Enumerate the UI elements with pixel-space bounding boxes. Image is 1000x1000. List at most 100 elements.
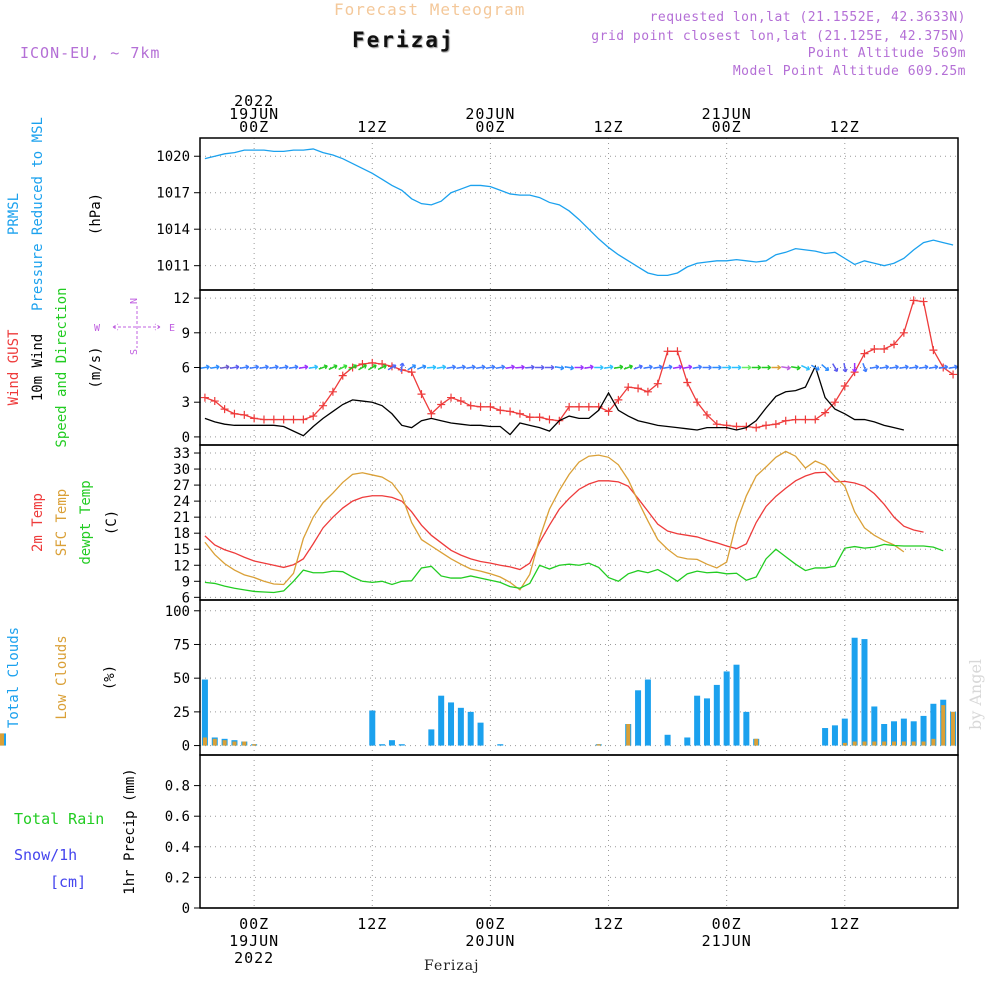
top-time-label: 00Z (475, 118, 505, 136)
wind-arrow-head (678, 364, 683, 370)
clouds-bar (644, 679, 651, 746)
compass-south: S (129, 349, 140, 355)
pressure-ytick-label: 1011 (156, 259, 190, 275)
top-time-label: 21JUN (702, 105, 752, 123)
wind-arrow-head (442, 364, 447, 370)
temperature-ytick-label: 33 (173, 446, 190, 462)
clouds-bar (872, 741, 877, 746)
clouds-bar (242, 741, 247, 746)
footer-location: Ferizaj (424, 958, 480, 974)
wind-gust-marker (535, 413, 544, 422)
top-time-label: 20JUN (465, 105, 515, 123)
clouds-bar (448, 702, 455, 746)
wind-direction-arrow (436, 365, 446, 370)
wind-direction-arrow (643, 365, 653, 370)
temperature-ytick-label: 6 (182, 590, 190, 606)
temperature-ytick-label: 24 (173, 494, 190, 510)
precip-panel-frame (199, 754, 959, 909)
wind-arrow-head (471, 364, 476, 370)
wind-arrow-head (521, 364, 525, 370)
clouds-bar (842, 742, 847, 746)
wind-gust-marker (663, 347, 672, 356)
wind-direction-arrow (466, 365, 476, 370)
clouds-bar (684, 737, 691, 746)
wind-arrow-head (688, 364, 693, 370)
wind-arrow-head (245, 364, 250, 370)
clouds-bar (467, 711, 474, 746)
clouds-axis-label: (%) (102, 665, 118, 690)
wind-gust-marker (712, 420, 721, 429)
wind-ytick-label: 0 (182, 430, 190, 446)
temperature-axis-label: SFC Temp (54, 489, 70, 556)
wind-gust-marker (200, 393, 209, 402)
clouds-bar (497, 744, 504, 746)
clouds-ytick-label: 100 (165, 604, 190, 620)
wind-arrow-head (274, 364, 279, 370)
wind-gust-marker (220, 405, 229, 414)
wind-arrow-head (619, 364, 624, 370)
wind-ytick-label: 6 (182, 361, 190, 377)
precip-ytick-label: 0 (182, 901, 190, 917)
wind-gust-marker (437, 400, 446, 409)
clouds-bar (871, 706, 878, 746)
wind-gust-marker (949, 370, 958, 379)
wind-arrow-head (805, 366, 811, 371)
point-altitude: Point Altitude 569m (807, 46, 966, 61)
clouds-bar (851, 637, 858, 746)
wind-direction-arrow (495, 365, 505, 370)
wind-gust-marker (791, 415, 800, 424)
wind-arrow-head (885, 364, 890, 370)
wind-direction-arrow (899, 365, 909, 370)
wind-arrow-head (550, 364, 555, 371)
precip-axis-label: Snow/1h (14, 846, 77, 864)
wind-axis-label: (m/s) (88, 346, 104, 388)
wind-arrow-head (825, 366, 830, 372)
top-time-label: 12Z (593, 118, 623, 136)
wind-gust-marker (899, 328, 908, 337)
wind-direction-arrow (653, 365, 663, 370)
wind-arrow-head (352, 364, 358, 369)
clouds-bar (951, 711, 956, 746)
clouds-bar (743, 711, 750, 746)
wind-direction-arrow (692, 365, 702, 370)
wind-gust-marker (240, 410, 249, 419)
wind-gust-marker (210, 397, 219, 406)
wind-arrow-head (934, 364, 939, 370)
temperature-panel-frame (199, 444, 959, 601)
wind-gust-marker (811, 415, 820, 424)
wind-direction-arrow (564, 365, 574, 370)
model-name: ICON-EU, ~ 7km (20, 44, 161, 62)
bottom-time-label: 21JUN (702, 932, 752, 950)
clouds-bar (822, 728, 829, 746)
wind-arrow-head (875, 364, 880, 370)
wind-gust-marker (338, 371, 347, 380)
wind-direction-arrow (400, 362, 404, 373)
compass-west: W (94, 323, 101, 334)
precip-axis-label: Total Rain (14, 810, 104, 828)
wind-arrow-head (815, 366, 820, 371)
wind-gust-marker (909, 296, 918, 305)
wind-arrow-head (491, 364, 496, 370)
wind-arrow-head (501, 364, 506, 370)
wind-arrow-head (461, 364, 466, 370)
wind-direction-arrow (791, 365, 801, 370)
temperature-series-line (204, 471, 924, 571)
wind-arrow-head (284, 364, 289, 370)
wind-gust-marker (447, 393, 456, 402)
wind-gust-marker (752, 423, 761, 432)
clouds-bar (881, 724, 888, 746)
clouds-bar (0, 733, 4, 746)
wind-arrow-head (452, 364, 456, 370)
temperature-ytick-label: 21 (173, 510, 190, 526)
wind-gust-marker (821, 408, 830, 417)
wind-arrow-head (914, 364, 919, 370)
wind-gust-marker (604, 407, 613, 416)
clouds-bar (379, 744, 386, 746)
temperature-ytick-label: 9 (182, 574, 190, 590)
wind-gust-marker (634, 384, 643, 393)
wind-arrow-head (895, 364, 899, 370)
grid-point-coordinates: grid point closest lon,lat (21.125E, 42.… (591, 29, 966, 44)
wind-gust-marker (456, 397, 465, 406)
bottom-time-label: 20JUN (465, 932, 515, 950)
clouds-bar (713, 684, 720, 746)
